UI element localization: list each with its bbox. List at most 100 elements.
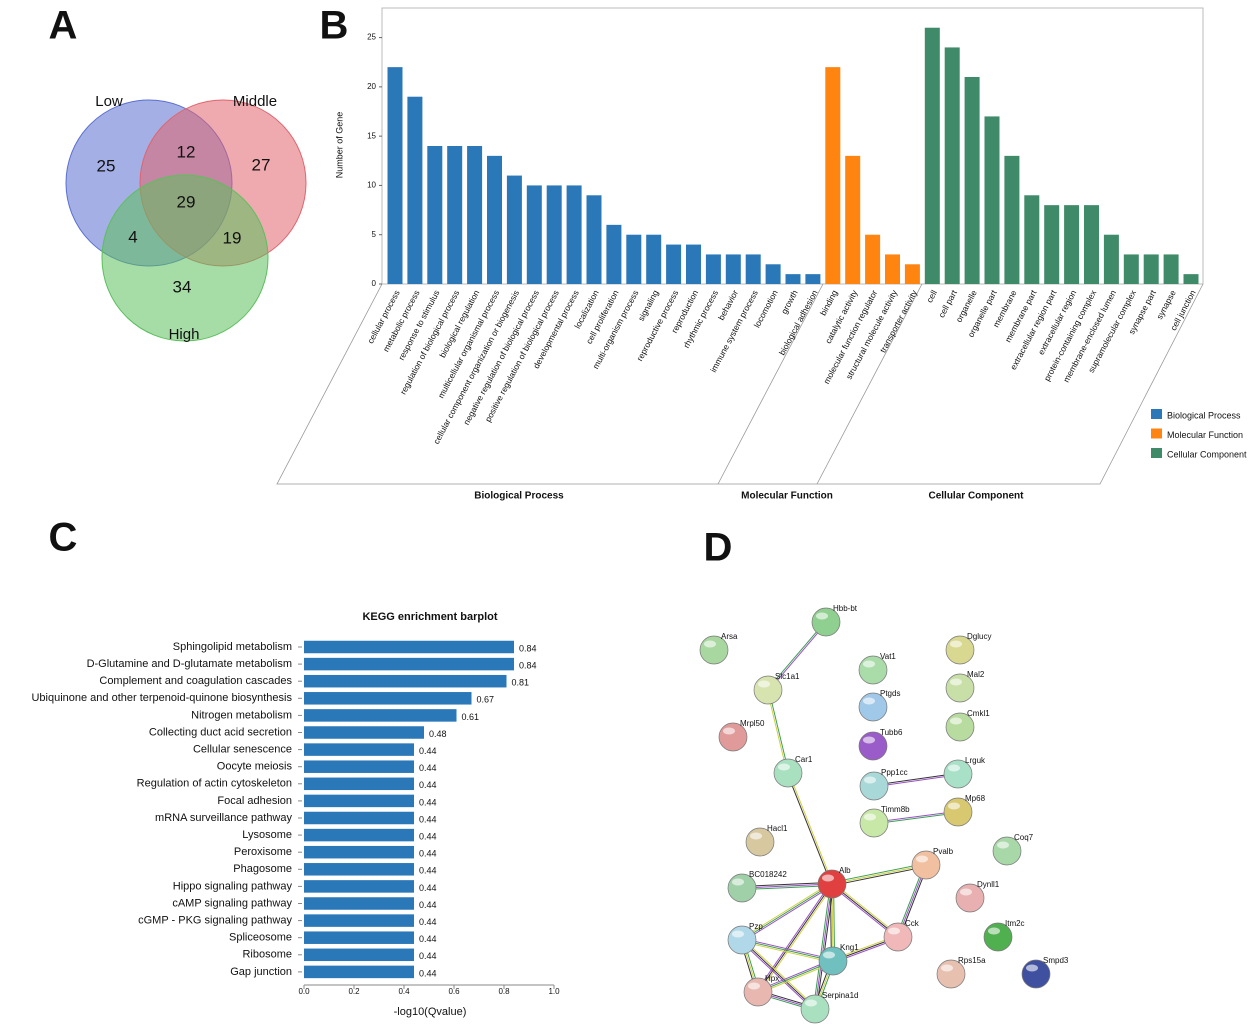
node-label: Rps15a [958, 956, 986, 965]
bar [304, 760, 414, 773]
bar [1024, 195, 1040, 284]
edge [814, 883, 833, 1010]
node-highlight [750, 832, 762, 840]
edge [812, 883, 831, 1009]
y-tick-label: Peroxisome [234, 846, 292, 858]
value-label: 0.61 [462, 712, 480, 722]
node-highlight [864, 776, 876, 784]
node-highlight [916, 855, 928, 863]
node-highlight [778, 763, 790, 771]
bar [1163, 254, 1179, 284]
bar [1064, 205, 1080, 284]
group-label: Molecular Function [741, 491, 833, 502]
bar [924, 27, 940, 284]
bar [1004, 155, 1020, 284]
value-label: 0.44 [419, 968, 437, 978]
bar [566, 185, 582, 284]
node-label: Arsa [721, 632, 738, 641]
value-label: 0.44 [419, 951, 437, 961]
y-tick-label: Ribosome [242, 949, 292, 961]
node-label: Cck [905, 919, 920, 928]
y-tick-label: 10 [367, 181, 376, 190]
bar [666, 244, 682, 284]
edge [757, 883, 833, 993]
bar [785, 274, 801, 284]
edge [768, 622, 827, 691]
x-tick-label: 0.6 [448, 987, 460, 996]
edge [740, 940, 815, 1011]
bar [506, 175, 522, 284]
bar [427, 146, 443, 284]
edge [831, 862, 926, 883]
node-highlight [863, 660, 875, 668]
x-tick-label: biological adhesion [777, 288, 820, 357]
node-label: Coq7 [1014, 833, 1034, 842]
node-label: Hpx [765, 974, 779, 983]
edge [742, 937, 834, 960]
value-label: 0.44 [419, 831, 437, 841]
x-tick-label: growth [779, 288, 800, 315]
bar [825, 67, 841, 285]
bar [304, 828, 414, 842]
node-highlight [988, 927, 1000, 935]
bar [526, 185, 542, 284]
node-label: Pzp [749, 922, 763, 931]
bar [304, 777, 414, 791]
y-tick-label: Nitrogen metabolism [191, 709, 292, 721]
node-highlight [823, 951, 835, 959]
bar [304, 640, 514, 654]
value-label: 0.44 [419, 900, 437, 910]
legend-label: Cellular Component [1167, 449, 1247, 459]
value-label: 0.44 [419, 849, 437, 859]
edge [742, 885, 833, 891]
edge [786, 773, 832, 885]
region-count: 27 [252, 155, 271, 174]
edge [740, 882, 832, 940]
node-label: Lrguk [965, 756, 986, 765]
node-label: Kng1 [840, 943, 859, 952]
node-label: Hacl1 [767, 824, 788, 833]
bar [904, 264, 920, 284]
bar [865, 234, 881, 284]
bar [447, 146, 463, 284]
value-label: 0.44 [419, 780, 437, 790]
node-highlight [941, 964, 953, 972]
bar [885, 254, 900, 284]
node-highlight [704, 640, 716, 648]
bar [304, 709, 457, 722]
node-label: Timm8b [881, 805, 910, 814]
y-tick-label: Hippo signaling pathway [173, 880, 293, 892]
y-tick-label: Regulation of actin cytoskeleton [137, 778, 292, 790]
node-label: Serpina1d [822, 991, 858, 1000]
bar [686, 244, 701, 284]
bar [1123, 254, 1139, 284]
bar [606, 224, 622, 284]
node-label: Ppp1cc [881, 768, 908, 777]
value-label: 0.84 [519, 660, 537, 670]
bar [944, 47, 960, 284]
bar [304, 863, 414, 876]
bar [487, 155, 502, 284]
bar [546, 185, 562, 284]
value-label: 0.84 [519, 643, 537, 653]
bar [304, 692, 472, 705]
venn-circle [101, 174, 269, 342]
node-label: Dglucy [967, 632, 991, 641]
node-highlight [1026, 964, 1038, 972]
y-tick-label: Focal adhesion [217, 795, 292, 807]
panel-letter: A [49, 4, 78, 48]
bar [304, 880, 414, 893]
node-label: Alb [839, 866, 851, 875]
legend-swatch [1151, 428, 1162, 439]
node-label: Mal2 [967, 670, 985, 679]
bar [387, 67, 403, 285]
node-label: Tubb6 [880, 728, 903, 737]
bar [1044, 205, 1060, 284]
edge [756, 882, 832, 992]
node-label: Hbb-bt [833, 604, 858, 613]
set-label: Low [95, 93, 123, 110]
bar [304, 811, 414, 825]
bar [304, 743, 414, 756]
x-tick-label: 0.8 [498, 987, 510, 996]
